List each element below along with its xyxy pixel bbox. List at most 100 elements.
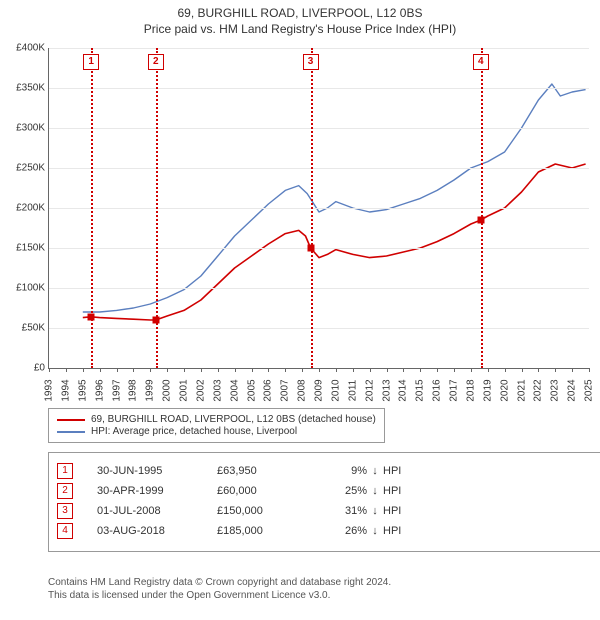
x-tick [66,368,67,372]
x-tick [488,368,489,372]
transaction-pct: 25% [317,485,367,497]
x-tick [49,368,50,372]
transaction-date: 01-JUL-2008 [97,505,217,517]
x-axis-label: 2016 [432,379,443,401]
footer: Contains HM Land Registry data © Crown c… [48,576,391,602]
gridline-h [49,168,589,169]
legend-swatch-property [57,419,85,421]
gridline-h [49,128,589,129]
x-tick [353,368,354,372]
legend-row-property: 69, BURGHILL ROAD, LIVERPOOL, L12 0BS (d… [57,414,376,425]
x-axis-label: 2013 [381,379,392,401]
x-tick [235,368,236,372]
x-axis-label: 2025 [584,379,595,401]
titles: 69, BURGHILL ROAD, LIVERPOOL, L12 0BS Pr… [0,0,600,36]
title-subtitle: Price paid vs. HM Land Registry's House … [0,22,600,36]
legend-row-hpi: HPI: Average price, detached house, Live… [57,426,376,437]
transaction-row: 403-AUG-2018£185,00026%↓HPI [57,523,597,539]
x-axis-label: 2012 [364,379,375,401]
legend-swatch-hpi [57,431,85,433]
x-axis-label: 1994 [60,379,71,401]
x-axis-label: 2003 [212,379,223,401]
sale-point [477,217,484,224]
transaction-row: 2 30-APR-1999£60,00025%↓HPI [57,483,597,499]
y-axis-label: £0 [5,363,45,374]
transaction-price: £60,000 [217,485,317,497]
transaction-row: 130-JUN-1995£63,9509%↓HPI [57,463,597,479]
x-axis-label: 2017 [449,379,460,401]
x-tick [184,368,185,372]
transaction-hpi-label: HPI [383,485,423,497]
x-axis-label: 1996 [94,379,105,401]
x-tick [505,368,506,372]
transaction-num: 4 [57,523,73,539]
x-tick [117,368,118,372]
x-axis-label: 2018 [465,379,476,401]
event-line [311,48,313,368]
chart-container: 69, BURGHILL ROAD, LIVERPOOL, L12 0BS Pr… [0,0,600,620]
x-axis-label: 2011 [347,380,358,402]
gridline-h [49,208,589,209]
transaction-date: 30-APR-1999 [97,485,217,497]
x-tick [167,368,168,372]
y-axis-label: £200K [5,203,45,214]
title-address: 69, BURGHILL ROAD, LIVERPOOL, L12 0BS [0,6,600,20]
gridline-h [49,48,589,49]
transaction-num: 1 [57,463,73,479]
x-axis-label: 2001 [179,379,190,401]
down-arrow-icon: ↓ [367,465,383,477]
legend-label-hpi: HPI: Average price, detached house, Live… [91,426,297,437]
y-axis-label: £250K [5,163,45,174]
x-tick [100,368,101,372]
x-tick [471,368,472,372]
x-axis-label: 1995 [77,379,88,401]
transaction-hpi-label: HPI [383,465,423,477]
x-axis-label: 2000 [162,379,173,401]
x-axis-label: 2014 [398,379,409,401]
x-tick [150,368,151,372]
x-tick [252,368,253,372]
transactions-table: 130-JUN-1995£63,9509%↓HPI230-APR-1999£60… [48,452,600,552]
transaction-num: 3 [57,503,73,519]
x-axis-label: 2006 [263,379,274,401]
x-axis-label: 2002 [195,379,206,401]
x-tick [370,368,371,372]
sale-point [152,317,159,324]
y-axis-label: £400K [5,43,45,54]
transaction-price: £63,950 [217,465,317,477]
x-tick [572,368,573,372]
footer-line1: Contains HM Land Registry data © Crown c… [48,576,391,589]
y-axis-label: £300K [5,123,45,134]
transaction-num: 2 [57,483,73,499]
x-axis-label: 2022 [533,379,544,401]
x-axis-label: 2020 [499,379,510,401]
event-marker: 3 [303,54,319,70]
sale-point [307,245,314,252]
transaction-price: £150,000 [217,505,317,517]
down-arrow-icon: ↓ [367,525,383,537]
transaction-price: £185,000 [217,525,317,537]
x-tick [454,368,455,372]
transaction-date: 03-AUG-2018 [97,525,217,537]
gridline-h [49,288,589,289]
x-tick [555,368,556,372]
x-tick [420,368,421,372]
x-tick [538,368,539,372]
x-axis-label: 2021 [516,379,527,401]
x-tick [83,368,84,372]
x-axis-label: 1997 [111,379,122,401]
down-arrow-icon: ↓ [367,485,383,497]
y-axis-label: £100K [5,283,45,294]
transaction-date: 30-JUN-1995 [97,465,217,477]
y-axis-label: £150K [5,243,45,254]
x-axis-label: 2005 [246,379,257,401]
x-axis-label: 1999 [145,379,156,401]
x-axis-label: 2015 [415,379,426,401]
legend-label-property: 69, BURGHILL ROAD, LIVERPOOL, L12 0BS (d… [91,414,376,425]
x-axis-label: 2009 [314,379,325,401]
x-tick [319,368,320,372]
gridline-h [49,328,589,329]
down-arrow-icon: ↓ [367,505,383,517]
y-axis-label: £350K [5,83,45,94]
gridline-h [49,88,589,89]
